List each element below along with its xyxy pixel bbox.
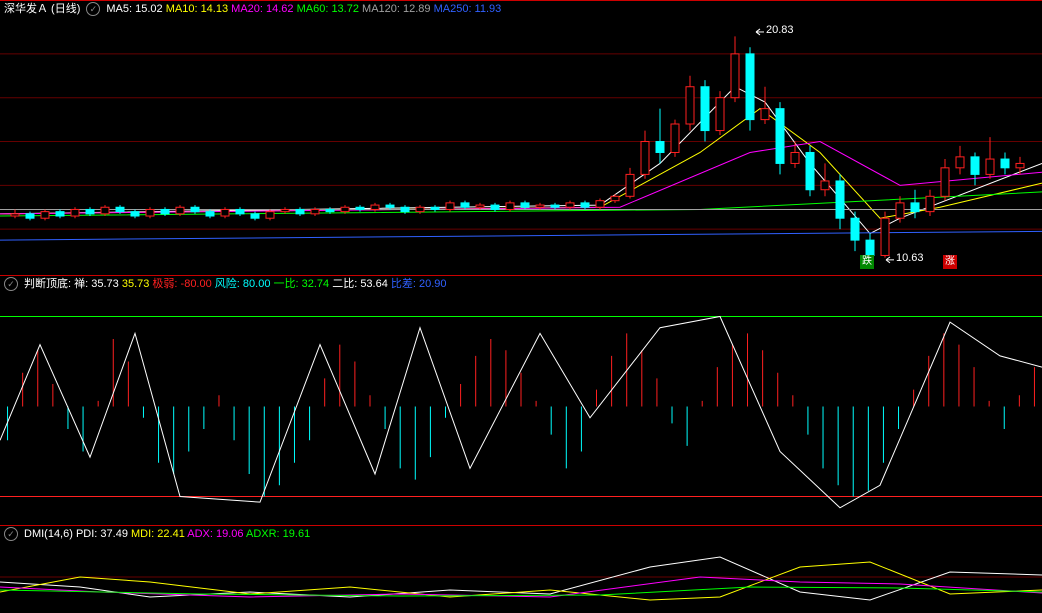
oscillator-panel[interactable]: ✓ 判断顶底: 禅: 35.73 35.73 极弱: -80.00 风险: 80… [0,275,1042,523]
ma-legend-item: MA120: 12.89 [362,3,431,15]
signal-badge: 涨 [943,255,957,269]
gear-icon[interactable]: ✓ [4,527,18,541]
price-annotation: 10.63 [896,252,924,264]
price-annotation: 20.83 [766,24,794,36]
osc-legend-item: 一比: 32.74 [274,278,330,290]
osc-header: ✓ 判断顶底: 禅: 35.73 35.73 极弱: -80.00 风险: 80… [4,276,447,292]
ma-legend-item: MA5: 15.02 [106,3,162,15]
osc-legend-item: 禅: 35.73 [74,278,119,290]
osc-legend-item: 二比: 53.64 [332,278,388,290]
ma-legend-item: MA20: 14.62 [231,3,293,15]
price-panel[interactable]: 深华发Ａ (日线) ✓ MA5: 15.02 MA10: 14.13 MA20:… [0,0,1042,273]
ma-legend-item: MA10: 14.13 [166,3,228,15]
stock-title: 深华发Ａ (日线) [4,1,80,17]
dmi-legend-item: PDI: 37.49 [76,528,128,540]
ma-legend-item: MA60: 13.72 [297,3,359,15]
price-chart[interactable] [0,1,1042,273]
dmi-legend-item: DMI(14,6) [24,528,73,540]
dmi-legend-item: MDI: 22.41 [131,528,185,540]
gear-icon[interactable]: ✓ [4,277,18,291]
gear-icon[interactable]: ✓ [86,2,100,16]
dmi-header: ✓ DMI(14,6) PDI: 37.49 MDI: 22.41 ADX: 1… [4,526,310,542]
dmi-panel[interactable]: ✓ DMI(14,6) PDI: 37.49 MDI: 22.41 ADX: 1… [0,525,1042,613]
osc-legend-item: 判断顶底: [24,278,74,290]
osc-legend-item: 极弱: -80.00 [152,278,211,290]
osc-legend-item: 风险: 80.00 [215,278,271,290]
oscillator-chart[interactable] [0,276,1042,523]
dmi-legend-item: ADXR: 19.61 [246,528,310,540]
osc-legend-item: 35.73 [122,278,150,290]
price-header: 深华发Ａ (日线) ✓ MA5: 15.02 MA10: 14.13 MA20:… [4,1,501,17]
dmi-legend-item: ADX: 19.06 [187,528,243,540]
ma-legend-item: MA250: 11.93 [434,3,502,15]
stock-chart-root: { "layout":{ "width":1042,"height":613, … [0,0,1042,613]
osc-legend-item: 比差: 20.90 [391,278,447,290]
signal-badge: 跌 [860,255,874,269]
